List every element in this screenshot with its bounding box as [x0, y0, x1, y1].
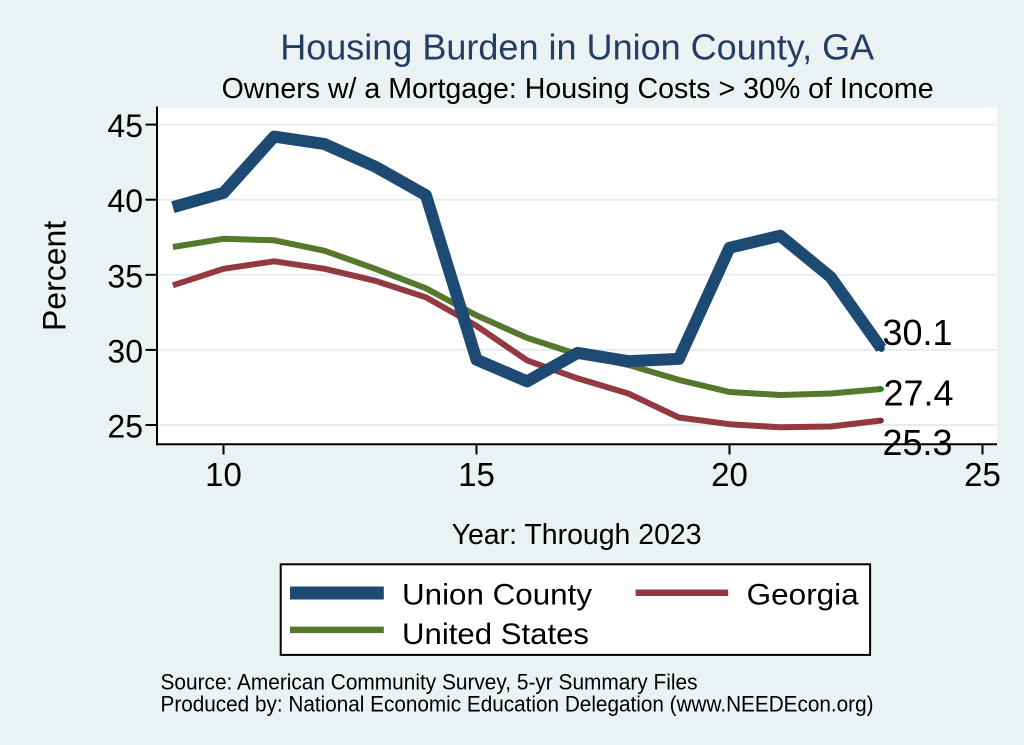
- svg-text:27.4: 27.4: [884, 372, 954, 413]
- svg-text:Year: Through 2023: Year: Through 2023: [452, 519, 702, 551]
- svg-text:Source: American Community Sur: Source: American Community Survey, 5-yr …: [161, 669, 698, 694]
- svg-text:25: 25: [107, 409, 143, 445]
- svg-text:Owners w/ a Mortgage: Housing: Owners w/ a Mortgage: Housing Costs > 30…: [222, 73, 934, 105]
- svg-text:15: 15: [458, 456, 495, 493]
- svg-text:25: 25: [964, 456, 1001, 493]
- svg-text:Georgia: Georgia: [747, 578, 859, 611]
- svg-text:Produced by: National Economic: Produced by: National Economic Education…: [161, 691, 874, 716]
- svg-text:United States: United States: [402, 618, 589, 651]
- svg-text:20: 20: [711, 456, 748, 493]
- svg-text:Housing Burden in Union County: Housing Burden in Union County, GA: [280, 27, 874, 68]
- svg-text:40: 40: [107, 183, 143, 219]
- svg-text:45: 45: [107, 108, 143, 144]
- svg-text:Percent: Percent: [37, 221, 73, 331]
- svg-text:Union County: Union County: [402, 578, 592, 611]
- svg-text:10: 10: [205, 456, 242, 493]
- svg-text:30.1: 30.1: [883, 312, 953, 353]
- svg-text:35: 35: [107, 258, 143, 294]
- svg-text:30: 30: [107, 333, 143, 369]
- svg-text:25.3: 25.3: [883, 422, 953, 463]
